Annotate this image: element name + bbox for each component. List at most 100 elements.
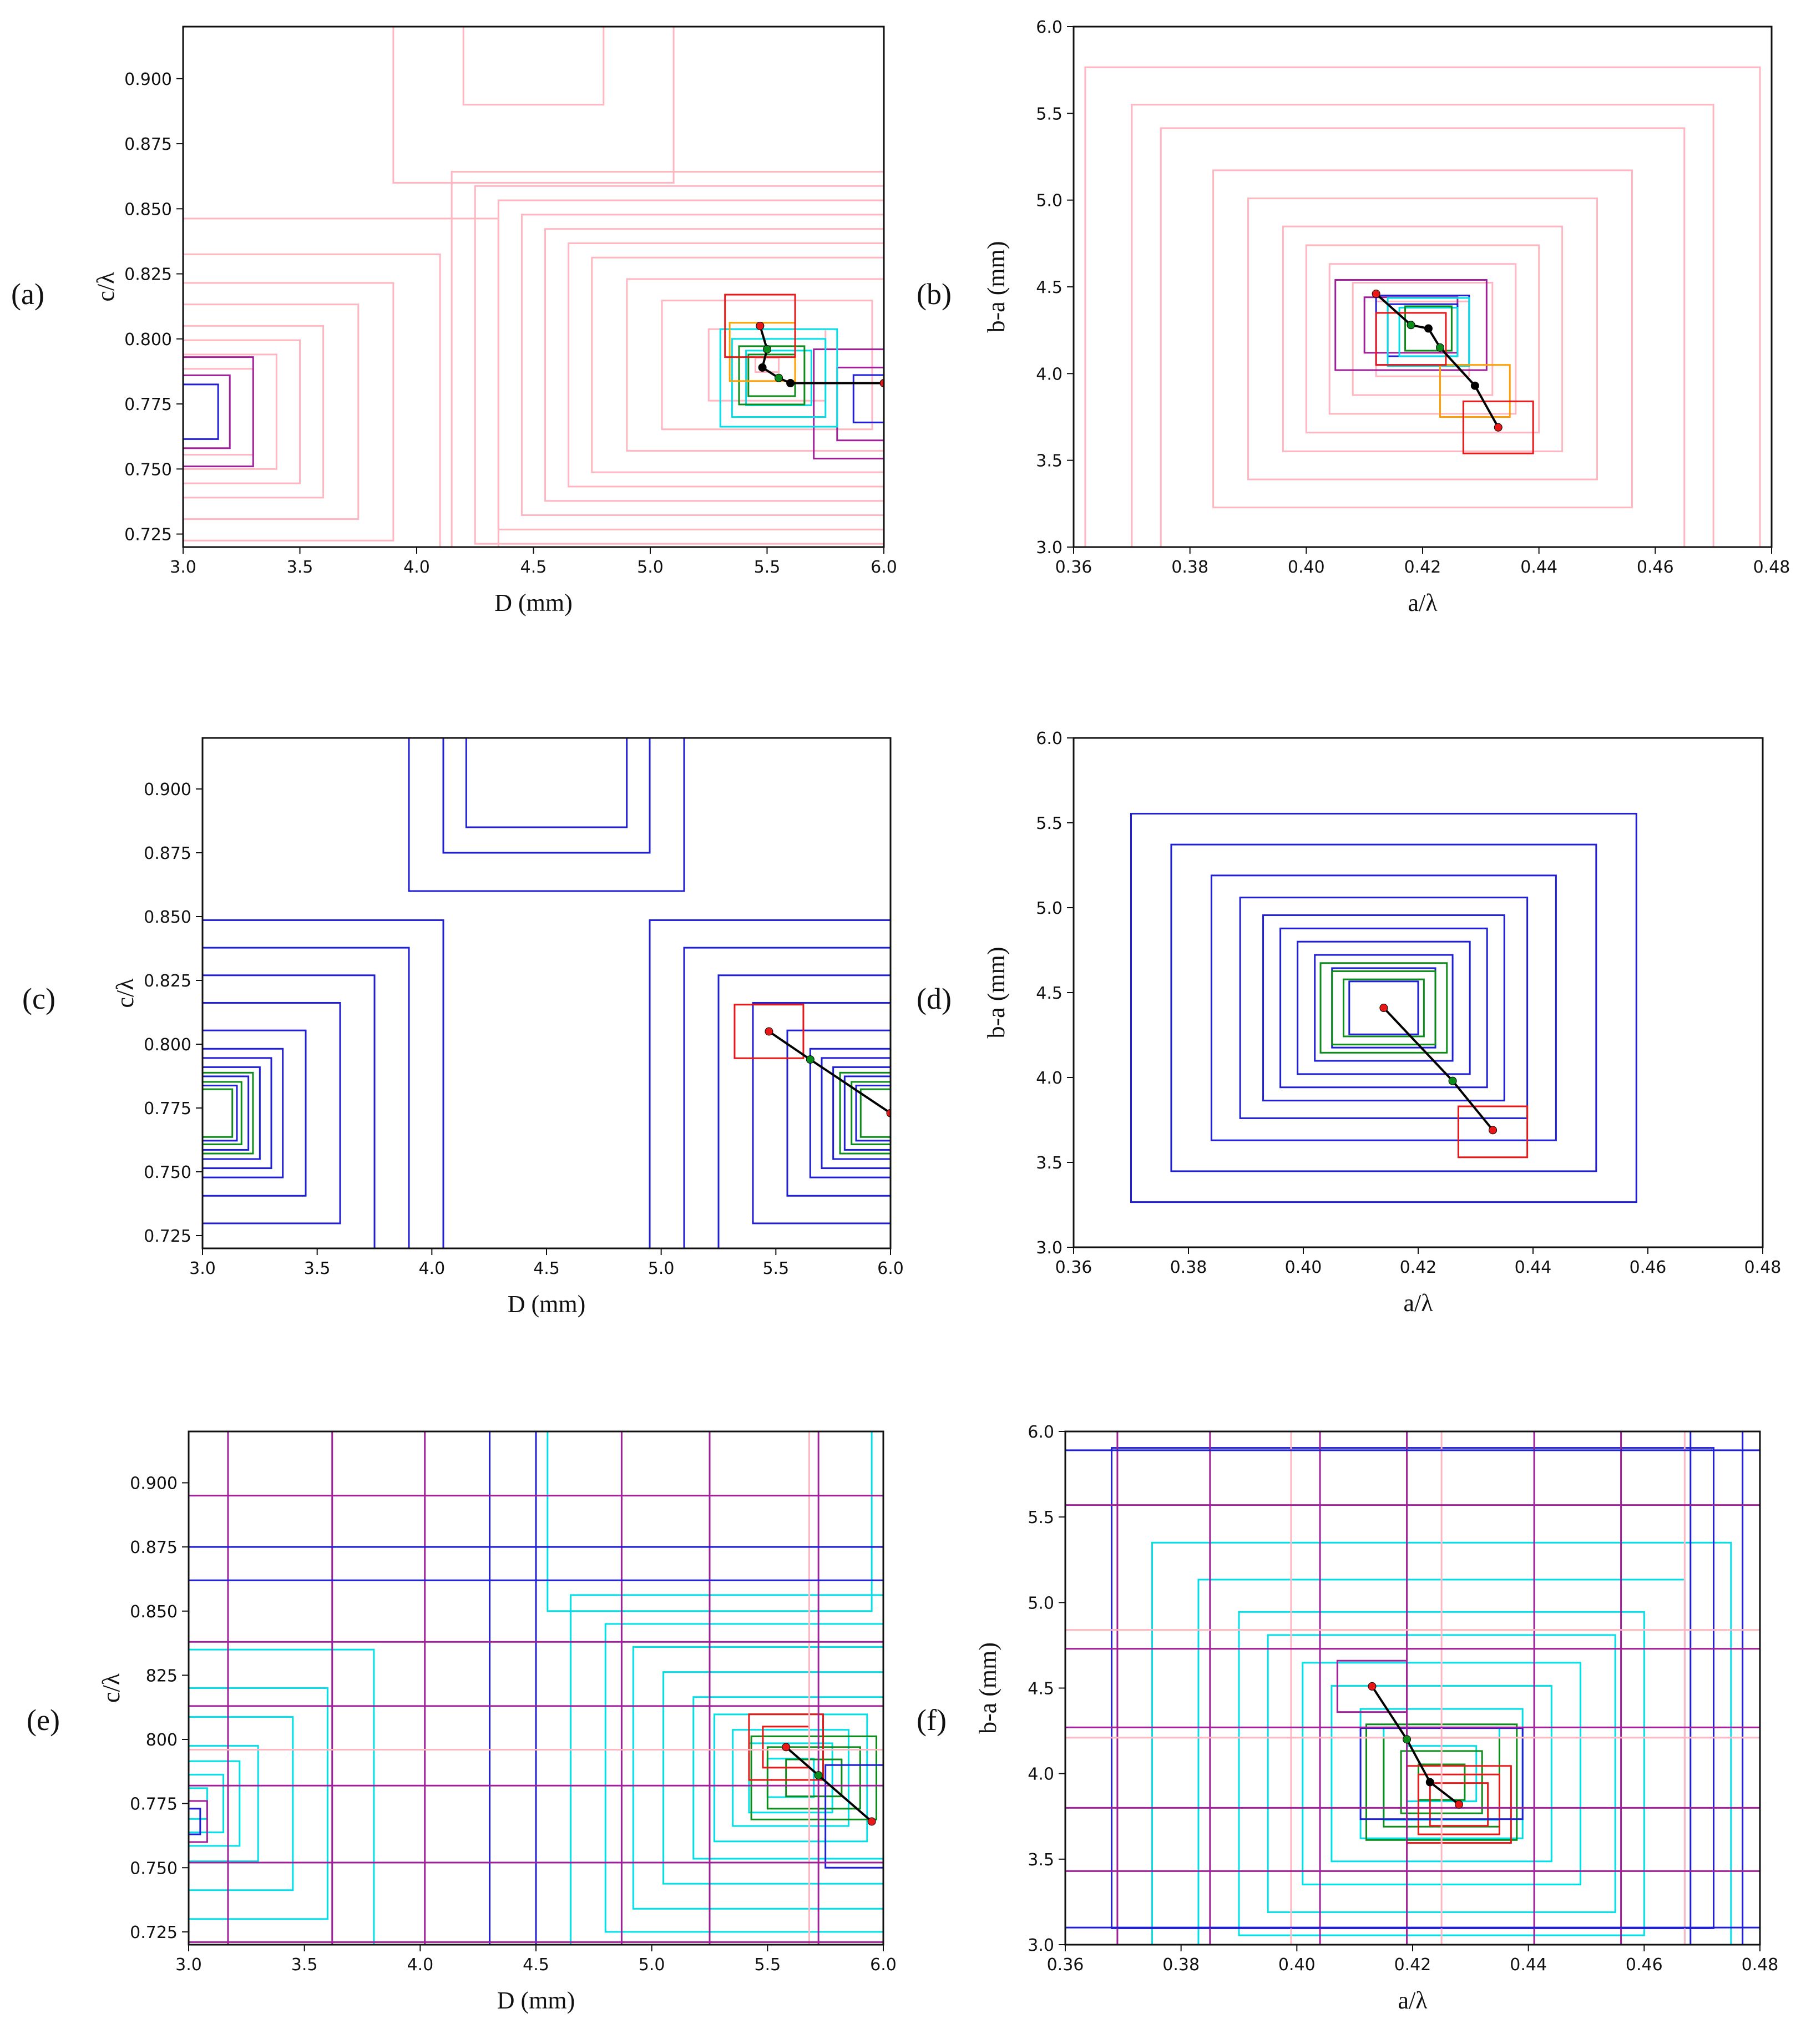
path-point: [1494, 423, 1503, 432]
y-tick-label: 3.0: [1036, 538, 1063, 558]
search-box-pink: [451, 170, 884, 547]
search-box-pink: [392, 27, 675, 184]
search-box-pink: [183, 253, 441, 547]
panel-b: 0.36 0.38 0.40 0.42 0.44 0.46 0.48 3.0 3.5 4.0 4.5…: [917, 18, 1790, 616]
x-axis-label: D (mm): [508, 1291, 586, 1318]
search-box-red: [1457, 1105, 1529, 1158]
search-box-pink: [568, 242, 884, 488]
search-box-blue: [203, 1085, 238, 1142]
x-tick-label: 4.5: [520, 558, 547, 577]
search-box-blue: [717, 974, 891, 1248]
x-axis-label: a/λ: [1408, 589, 1438, 616]
y-tick-label: 3.5: [1036, 1153, 1063, 1173]
search-box-pink: [1160, 127, 1686, 547]
optimization-path: [1371, 1686, 1460, 1805]
y-tick-label: 0.825: [124, 265, 172, 285]
search-box-pink: [661, 300, 873, 431]
y-tick-label: 0.775: [144, 1099, 191, 1119]
search-box-cyan: [732, 1729, 849, 1827]
y-tick-label: 3.0: [1028, 1936, 1054, 1955]
panel-label: (d): [917, 982, 952, 1015]
search-box-red: [1375, 312, 1447, 366]
y-axis-label: c/λ: [98, 1673, 125, 1703]
search-box-pink: [183, 282, 394, 542]
y-tick-label: 4.5: [1036, 984, 1063, 1003]
search-box-blue: [442, 738, 651, 854]
path-point: [782, 1743, 791, 1752]
search-box-blue: [203, 1001, 341, 1225]
search-box-blue: [203, 1048, 284, 1178]
search-box-blue: [203, 1066, 261, 1160]
path-point: [879, 379, 884, 388]
x-tick-label: 0.38: [1171, 558, 1208, 577]
search-box-red: [1429, 1782, 1489, 1827]
y-tick-label: 5.5: [1028, 1508, 1054, 1527]
search-box-pink: [183, 353, 277, 470]
x-tick-label: 0.40: [1288, 558, 1325, 577]
x-tick-label: 5.0: [639, 1955, 665, 1975]
search-box-pink: [1305, 244, 1540, 434]
y-tick-label: 0.900: [124, 70, 172, 89]
y-tick-label: 0.875: [144, 844, 191, 863]
panel-f: 0.36 0.38 0.40 0.42 0.44 0.46 0.48 3.0 3.5 4.0 4.5…: [917, 1423, 1778, 2014]
search-box-blue: [1170, 843, 1597, 1172]
search-box-cyan: [662, 1671, 883, 1885]
y-tick-label: 5.5: [1036, 104, 1063, 124]
y-tick-label: 0.850: [130, 1602, 178, 1622]
path-point: [1372, 290, 1380, 298]
search-box-blue: [786, 1029, 891, 1197]
y-tick-label: 6.0: [1036, 18, 1063, 37]
y-tick-label: 0.725: [144, 1227, 191, 1246]
y-tick-label: 0.900: [144, 780, 191, 800]
x-tick-label: 3.5: [291, 1955, 318, 1975]
path-point: [1379, 1004, 1388, 1013]
x-tick-label: 5.5: [754, 558, 781, 577]
search-box-blue: [189, 1808, 201, 1835]
x-tick-label: 4.5: [523, 1955, 549, 1975]
path-point: [1425, 1778, 1434, 1787]
panel-d: 0.36 0.38 0.40 0.42 0.44 0.46 0.48 3.0 3.5 4.0 4.5…: [917, 729, 1781, 1317]
y-tick-label: 0.750: [130, 1859, 178, 1878]
x-tick-label: 5.5: [762, 1259, 789, 1278]
search-box-blue: [1262, 914, 1505, 1102]
search-box-green: [1342, 978, 1425, 1038]
y-tick-label: 0.800: [144, 1035, 191, 1055]
path-point: [786, 379, 795, 388]
y-axis-label: c/λ: [112, 978, 139, 1008]
search-box-pink: [1131, 104, 1714, 547]
panel-label: (c): [22, 982, 55, 1015]
search-box-blue: [465, 738, 628, 828]
search-box-pink: [626, 278, 884, 452]
y-tick-label: 5.0: [1028, 1593, 1054, 1613]
search-box-pink: [474, 185, 884, 545]
panel-e: 3.0 3.5 4.0 4.5 5.0 5.5 6.0 0.725 0.750 0.775 800 8…: [27, 1430, 897, 2014]
search-box-cyan: [632, 1646, 883, 1910]
x-tick-label: 0.46: [1626, 1955, 1663, 1975]
search-box-pink: [183, 303, 360, 520]
y-tick-label: 0.850: [124, 200, 172, 219]
y-tick-label: 6.0: [1028, 1423, 1054, 1442]
search-box-green: [766, 1746, 861, 1810]
x-tick-label: 0.36: [1055, 1258, 1092, 1277]
search-box-pink: [1352, 281, 1494, 396]
panel-a: 3.0 3.5 4.0 4.5 5.0 5.5 6.0 0.725 0.750 0.775 0.80…: [11, 26, 897, 616]
panel-label: (a): [11, 277, 44, 311]
search-box-cyan: [719, 328, 838, 428]
x-axis-label: a/λ: [1398, 1987, 1428, 2014]
plot-area: [1065, 1431, 1760, 1945]
x-tick-label: 5.0: [648, 1259, 675, 1278]
search-box-purple: [183, 356, 254, 468]
x-tick-label: 0.44: [1510, 1955, 1547, 1975]
x-tick-label: 0.40: [1285, 1258, 1322, 1277]
y-tick-label: 5.5: [1036, 814, 1063, 833]
search-box-green: [785, 1758, 843, 1798]
plot-area: [1130, 812, 1637, 1203]
search-box-pink: [1212, 169, 1633, 509]
search-box-blue: [852, 374, 884, 423]
x-tick-label: 3.0: [189, 1259, 216, 1278]
search-box-blue: [1314, 954, 1454, 1062]
path-point: [867, 1817, 876, 1826]
y-tick-label: 5.0: [1036, 191, 1063, 211]
x-tick-label: 0.42: [1404, 558, 1441, 577]
search-box-red: [1462, 400, 1534, 454]
